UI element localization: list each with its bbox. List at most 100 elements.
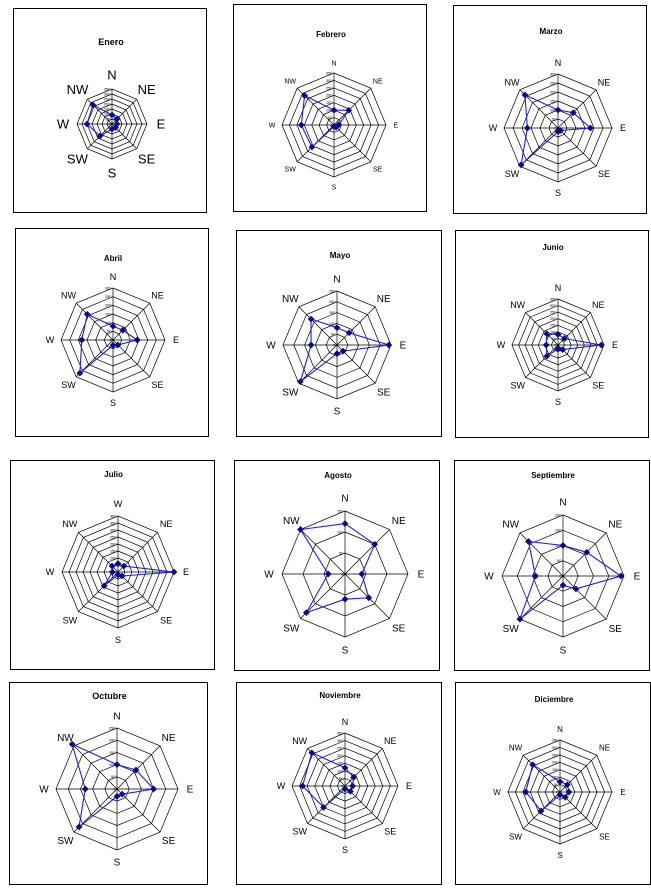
direction-label-se: SE (160, 615, 172, 625)
direction-label-se: SE (377, 387, 391, 398)
data-point-e (617, 572, 625, 580)
radial-tick-label: 200 (110, 541, 117, 546)
grid-spoke (116, 745, 161, 790)
radial-tick-label: 50 (107, 329, 112, 334)
direction-label-nw: NW (283, 516, 300, 527)
radial-tick-label: 300 (550, 71, 557, 76)
direction-label-w: W (39, 785, 49, 796)
direction-label-s: S (560, 646, 567, 657)
radial-tick-label: 300 (104, 91, 111, 96)
direction-label-s: S (555, 397, 561, 407)
panel-abril: Abril 300 250 200 150 100 50 0 N NE E SE S SW W NW (15, 228, 209, 437)
data-point-se (561, 793, 569, 801)
grid-spoke (298, 306, 338, 346)
direction-label-w: W (57, 117, 70, 132)
data-point-n (341, 520, 349, 528)
data-point-n (341, 764, 349, 772)
data-point-ne (345, 329, 353, 337)
data-point-w (324, 570, 332, 578)
grid-spoke (75, 302, 114, 341)
direction-label-w: W (277, 781, 286, 791)
chart-title: Mayo (330, 251, 351, 260)
direction-label-s: S (342, 845, 348, 855)
data-point-ne (371, 540, 379, 548)
data-point-ne (563, 781, 571, 789)
direction-label-ne: NE (160, 519, 173, 529)
direction-label-sw: SW (503, 624, 520, 635)
data-point-sw (302, 609, 310, 617)
radar-chart-abril: Abril 300 250 200 150 100 50 0 N NE E SE S SW W NW (46, 254, 179, 408)
direction-label-nw: NW (61, 291, 76, 301)
direction-label-se: SE (598, 169, 610, 179)
direction-label-sw: SW (285, 166, 297, 173)
direction-label-e: E (612, 340, 618, 350)
radial-tick-label: 50 (557, 558, 562, 563)
grid-spoke (522, 754, 561, 793)
radar-chart-diciembre: Diciembre 350 300 250 200 150 100 50 0 N NE E SE S SW W… (493, 695, 625, 860)
grid-spoke (112, 302, 151, 341)
grid-spoke (344, 748, 383, 787)
radial-tick-label: 150 (337, 508, 344, 513)
direction-label-se: SE (373, 166, 383, 173)
direction-label-w: W (264, 570, 274, 581)
data-point-se (118, 790, 126, 798)
radial-tick-label: 400 (110, 513, 117, 518)
data-point-nw (521, 91, 529, 99)
data-point-se (112, 124, 120, 132)
chart-title: Noviembre (319, 691, 361, 700)
radial-tick-label: 200 (104, 101, 111, 106)
panel-diciembre: Diciembre 350 300 250 200 150 100 50 0 N NE E SE S SW W… (455, 682, 651, 885)
direction-label-e: E (634, 572, 641, 583)
direction-label-sw: SW (509, 832, 522, 841)
data-point-e (565, 788, 573, 796)
radial-tick-label: 200 (329, 299, 336, 304)
data-point-ne (119, 326, 127, 334)
chart-title: Abril (104, 254, 122, 263)
data-point-sw (320, 803, 328, 811)
grid-spoke (525, 312, 559, 346)
data-point-w (307, 341, 315, 349)
radial-tick-label: 200 (550, 316, 557, 321)
direction-label-se: SE (138, 151, 156, 166)
direction-label-n: N (341, 494, 348, 505)
panel-septiembre: Septiembre 200 150 100 50 0 N NE E SE S SW W NW (454, 460, 650, 671)
direction-label-n: N (331, 61, 336, 68)
radial-tick-label: 150 (104, 106, 111, 111)
data-point-se (365, 594, 373, 602)
direction-label-s: S (557, 851, 562, 860)
data-point-nw (83, 310, 91, 318)
grid-spoke (333, 124, 372, 163)
radial-tick-label: 250 (109, 725, 116, 730)
radial-tick-label: 350 (110, 520, 117, 525)
direction-label-nw: NW (510, 300, 525, 310)
data-point-n (330, 106, 338, 114)
data-point-w (297, 121, 305, 129)
data-point-ne (561, 335, 568, 342)
data-point-nw (108, 562, 116, 570)
grid-spoke (307, 748, 346, 787)
panel-agosto: Agosto 150 100 50 0 N NE E SE S SW W NW (234, 460, 440, 671)
grid-spoke (562, 575, 607, 620)
direction-label-sw: SW (292, 827, 307, 837)
radial-tick-label: 150 (337, 761, 344, 766)
radial-tick-label: 100 (329, 321, 336, 326)
radial-tick-label: 200 (109, 738, 116, 743)
direction-label-w: W (484, 572, 494, 583)
direction-label-ne: NE (598, 77, 611, 87)
data-point-ne (583, 548, 591, 556)
data-point-n (556, 778, 564, 786)
radial-tick-label: 300 (110, 527, 117, 532)
panel-junio: Junio 350 300 250 200 150 100 50 0 N NE E SE S SW W NW (455, 230, 649, 438)
chart-title: Agosto (324, 471, 352, 480)
direction-label-w: W (266, 341, 276, 352)
direction-label-s: S (114, 858, 121, 869)
radial-tick-label: 250 (550, 80, 557, 85)
radial-tick-label: 250 (337, 746, 344, 751)
radial-tick-label: 150 (552, 767, 559, 772)
radial-tick-label: 200 (326, 93, 333, 98)
data-point-nw (296, 525, 304, 533)
grid-spoke (525, 344, 559, 378)
radial-tick-label: 0 (341, 571, 344, 576)
